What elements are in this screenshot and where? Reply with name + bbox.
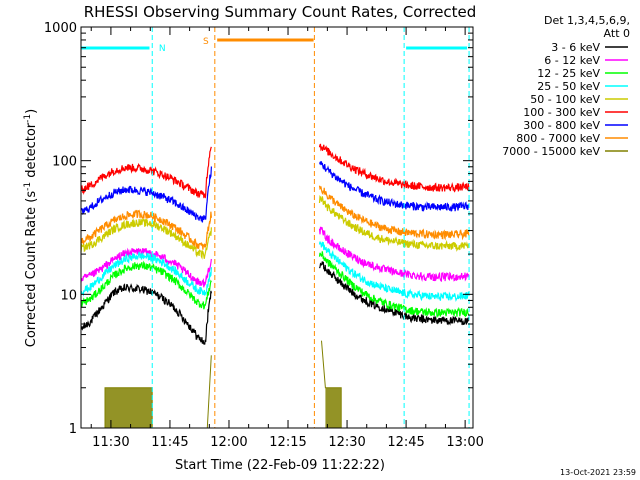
y-axis-label-end: ) xyxy=(24,109,39,114)
y-tick-label: 100 xyxy=(52,155,77,170)
saa-marker-label: S xyxy=(203,37,209,47)
y-tick-label: 1 xyxy=(69,422,77,437)
x-axis: 11:30 11:45 12:00 12:15 12:30 12:45 13:00 xyxy=(90,27,484,450)
series-line-800-7000-kev xyxy=(80,185,470,250)
legend-label-800-7000-kev: 800 - 7000 keV xyxy=(516,132,600,145)
x-tick-label: 11:45 xyxy=(151,435,188,450)
legend-label-25-50-kev: 25 - 50 keV xyxy=(537,80,600,93)
series-line-100-300-kev xyxy=(80,143,470,199)
y-tick-label: 10 xyxy=(60,288,77,303)
series-line-300-800-kev xyxy=(80,161,470,223)
x-tick-label: 12:00 xyxy=(210,435,247,450)
legend-label-7000-15000-kev: 7000 - 15000 keV xyxy=(502,145,600,158)
series-line-6-12-kev xyxy=(80,226,470,288)
y-axis-label-sup1: -1 xyxy=(23,182,33,191)
chart-title: RHESSI Observing Summary Count Rates, Co… xyxy=(84,3,477,21)
plot-area: NS xyxy=(80,26,474,429)
x-tick-label: 11:30 xyxy=(92,435,129,450)
series-line-12-25-kev xyxy=(80,251,470,319)
legend-label-3-6-kev: 3 - 6 keV xyxy=(551,41,600,54)
legend-header-attenuator: Att 0 xyxy=(604,27,630,40)
y-tick-label: 1000 xyxy=(44,21,77,36)
legend-header-detectors: Det 1,3,4,5,6,9, xyxy=(544,14,630,27)
legend-label-50-100-kev: 50 - 100 keV xyxy=(530,93,600,106)
olive-block-2 xyxy=(325,387,342,428)
y-axis-label-sup2: -1 xyxy=(23,114,33,123)
olive-block-1 xyxy=(105,387,153,428)
y-axis-label-mid: detector xyxy=(24,122,39,182)
x-axis-label: Start Time (22-Feb-09 11:22:22) xyxy=(175,458,385,473)
legend-label-100-300-kev: 100 - 300 keV xyxy=(523,106,600,119)
y-axis-label-main: Corrected Count Rate (s xyxy=(24,191,39,348)
night-marker-label: N xyxy=(159,44,166,54)
legend-label-6-12-kev: 6 - 12 keV xyxy=(544,54,600,67)
series-line-3-6-kev xyxy=(80,261,470,345)
x-tick-label: 12:45 xyxy=(387,435,424,450)
x-tick-label: 12:15 xyxy=(269,435,306,450)
plot-frame xyxy=(80,26,474,429)
series-line-50-100-kev xyxy=(80,194,470,260)
legend-label-300-800-kev: 300 - 800 keV xyxy=(523,119,600,132)
series-line-25-50-kev xyxy=(80,241,470,302)
x-tick-label: 13:00 xyxy=(446,435,483,450)
y-axis: 1 10 100 1000 xyxy=(44,21,473,437)
timestamp: 13-Oct-2021 23:59 xyxy=(560,468,636,477)
legend-label-12-25-kev: 12 - 25 keV xyxy=(537,67,600,80)
x-tick-label: 12:30 xyxy=(328,435,365,450)
y-axis-label: Corrected Count Rate (s-1 detector-1) xyxy=(23,109,39,347)
